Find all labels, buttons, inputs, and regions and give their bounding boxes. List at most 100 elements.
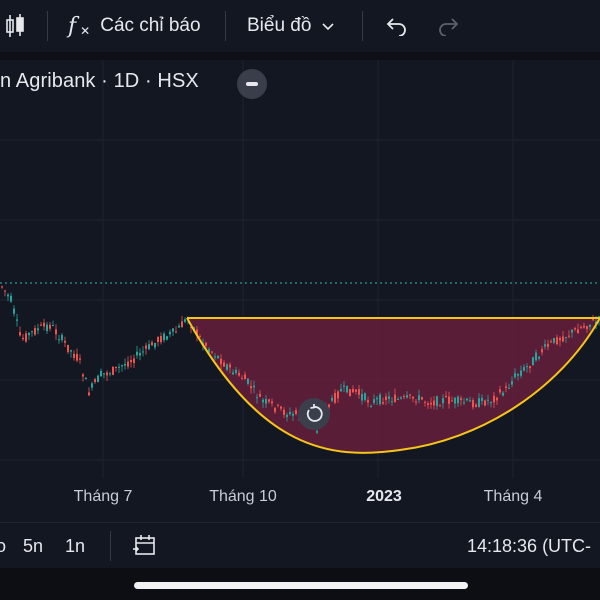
candle-body xyxy=(70,350,72,352)
candle-body xyxy=(472,400,474,408)
candle-body xyxy=(535,352,537,361)
candle-body xyxy=(520,370,522,376)
candle-body xyxy=(154,342,156,348)
x-axis-label: Tháng 4 xyxy=(483,488,543,505)
candle-body xyxy=(280,406,282,409)
candle-body xyxy=(523,366,525,371)
range-button-5y[interactable]: 5n xyxy=(23,535,44,556)
candle-body xyxy=(148,344,150,350)
candle-body xyxy=(112,366,114,375)
candle-body xyxy=(589,324,591,327)
candle-body xyxy=(109,373,111,375)
candle-body xyxy=(265,399,267,404)
candle-body xyxy=(94,379,96,383)
candle-body xyxy=(445,395,447,398)
candle-body xyxy=(52,325,54,327)
candle-body xyxy=(355,389,357,392)
candle-body xyxy=(130,359,132,363)
range-button-1y[interactable]: 1n xyxy=(65,535,86,556)
candle-body xyxy=(220,358,222,365)
toolbar-divider xyxy=(225,11,226,41)
candle-body xyxy=(16,319,18,321)
candle-body xyxy=(454,397,456,404)
candle-body xyxy=(127,361,129,367)
candle-body xyxy=(214,356,216,358)
candle-body xyxy=(439,405,441,407)
candle-body xyxy=(343,385,345,387)
candle-body xyxy=(85,377,87,380)
candle-body xyxy=(49,324,51,329)
undo-icon xyxy=(386,18,406,36)
candle-body xyxy=(79,358,81,360)
candle-body xyxy=(511,381,513,385)
candle-body xyxy=(136,351,138,356)
candle-body xyxy=(415,401,417,403)
candle-body xyxy=(382,402,384,404)
candle-body xyxy=(385,396,387,401)
candle-body xyxy=(31,331,33,333)
candle-body xyxy=(580,326,582,329)
candle-body xyxy=(592,319,594,321)
candle-body xyxy=(91,383,93,388)
candle-body xyxy=(493,395,495,403)
home-indicator[interactable] xyxy=(134,582,468,589)
candle-body xyxy=(526,366,528,368)
candle-body xyxy=(223,362,225,367)
candle-body xyxy=(238,372,240,376)
chevron-down-icon xyxy=(322,23,335,31)
candle-body xyxy=(391,401,393,403)
candle-body xyxy=(4,290,6,292)
candle-body xyxy=(451,400,453,402)
chart-label: Biểu đồ xyxy=(247,15,312,36)
candle-body xyxy=(331,397,333,401)
candle-body xyxy=(469,400,471,402)
candle-body xyxy=(100,370,102,377)
collapse-legend-button[interactable] xyxy=(237,69,267,99)
candle-body xyxy=(181,321,183,328)
candle-body xyxy=(232,372,234,375)
reset-chart-button[interactable] xyxy=(298,398,330,430)
clock-timezone[interactable]: 14:18:36 (UTC- xyxy=(467,535,592,556)
indicators-button[interactable]: f ✕ Các chỉ báo xyxy=(68,0,201,52)
symbol-title[interactable]: n Agribank · 1D · HSX xyxy=(0,70,199,92)
candle-body xyxy=(457,396,459,404)
candle-body xyxy=(178,325,180,328)
redo-button[interactable] xyxy=(437,0,461,52)
candle-body xyxy=(118,366,120,368)
candle-body xyxy=(328,404,330,408)
candle-body xyxy=(532,357,534,366)
candle-body xyxy=(490,401,492,403)
candle-body xyxy=(169,331,171,335)
candlestick-icon[interactable] xyxy=(4,0,26,52)
candle-body xyxy=(499,389,501,393)
candle-body xyxy=(571,329,573,333)
candle-body xyxy=(10,295,12,302)
candle-body xyxy=(478,398,480,408)
candle-body xyxy=(379,394,381,405)
candle-body xyxy=(97,375,99,383)
candle-body xyxy=(256,397,258,399)
toolbar-divider xyxy=(47,11,48,41)
candle-body xyxy=(22,337,24,340)
candle-body xyxy=(208,349,210,353)
candle-body xyxy=(175,331,177,333)
candle-body xyxy=(418,395,420,401)
candle-body xyxy=(595,321,597,325)
cup-pattern-curve xyxy=(186,317,600,454)
undo-button[interactable] xyxy=(384,0,408,52)
candle-body xyxy=(562,336,564,342)
candle-body xyxy=(448,396,450,404)
candle-body xyxy=(466,398,468,401)
candle-body xyxy=(550,341,552,343)
range-button-partial[interactable]: o xyxy=(0,535,7,556)
candle-body xyxy=(271,401,273,404)
chart-type-dropdown[interactable]: Biểu đồ xyxy=(247,0,335,52)
candle-body xyxy=(157,337,159,342)
go-to-date-button[interactable] xyxy=(132,523,158,569)
candle-body xyxy=(115,366,117,369)
x-axis-label: Tháng 7 xyxy=(73,488,133,505)
candle-body xyxy=(337,391,339,399)
candle-body xyxy=(436,396,438,406)
candle-body xyxy=(475,404,477,407)
chart-area[interactable] xyxy=(0,60,600,522)
